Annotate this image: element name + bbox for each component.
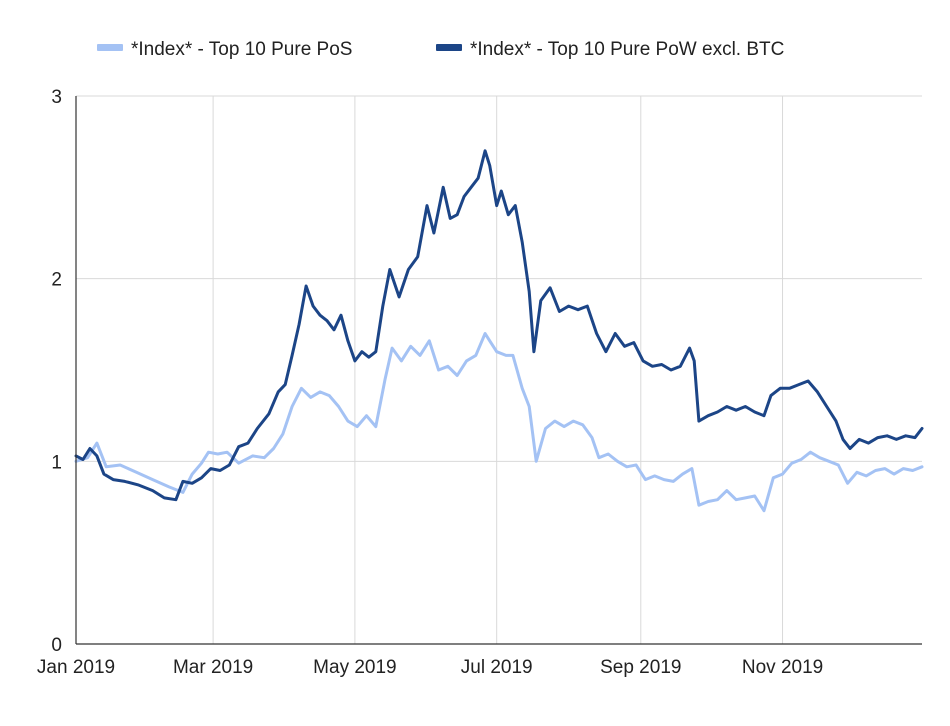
x-tick-label: Mar 2019 <box>173 657 253 678</box>
x-tick-label: Sep 2019 <box>600 657 681 678</box>
legend-swatch-pos <box>97 44 123 51</box>
gridlines <box>76 95 922 644</box>
chart-legend: *Index* - Top 10 Pure PoS *Index* - Top … <box>97 39 784 60</box>
x-tick-label: Jan 2019 <box>37 657 115 678</box>
y-tick-label: 3 <box>51 87 62 108</box>
y-tick-label: 2 <box>51 270 62 291</box>
x-tick-label: Nov 2019 <box>742 657 823 678</box>
axes: 0 1 2 3 Jan 2019 Mar 2019 May 2019 Jul 2019 Sep … <box>37 87 922 678</box>
series-line-pos <box>74 332 924 513</box>
legend-swatch-pow <box>436 44 462 51</box>
y-tick-label: 0 <box>51 635 62 656</box>
x-tick-label: May 2019 <box>313 657 396 678</box>
series-lines <box>74 149 924 513</box>
x-tick-label: Jul 2019 <box>461 657 533 678</box>
y-tick-label: 1 <box>51 452 62 473</box>
legend-label-pow: *Index* - Top 10 Pure PoW excl. BTC <box>470 39 784 60</box>
legend-label-pos: *Index* - Top 10 Pure PoS <box>131 39 352 60</box>
series-line-pow <box>74 149 924 502</box>
